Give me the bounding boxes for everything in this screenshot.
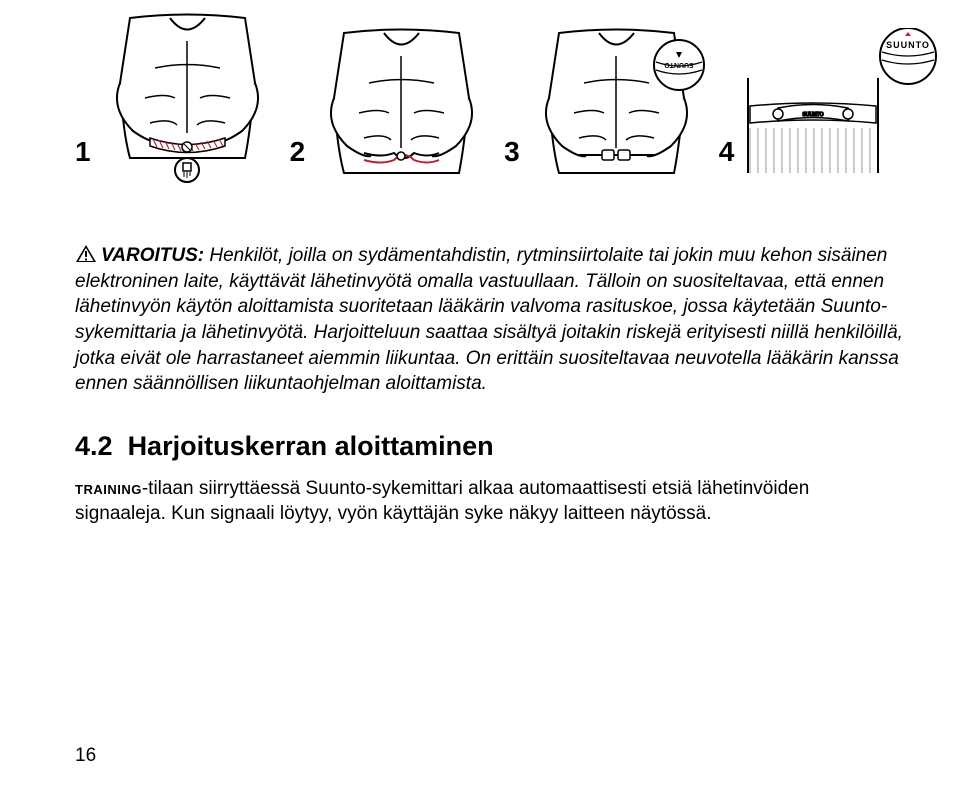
body-text: -tilaan siirryttäessä Suunto-sykemittari…	[75, 478, 809, 525]
illustration-2: 2	[290, 28, 495, 188]
illustration-label-2: 2	[290, 136, 306, 168]
mode-label: training	[75, 478, 142, 499]
warning-paragraph: VAROITUS: Henkilöt, joilla on sydämentah…	[75, 243, 905, 397]
warning-text: Henkilöt, joilla on sydämentahdistin, ry…	[75, 245, 903, 394]
warning-icon	[75, 244, 97, 264]
illustration-row: 1	[75, 8, 905, 188]
torso-belt-icon	[95, 13, 280, 188]
illustration-4: 4 SUUNTO	[719, 28, 949, 188]
torso-belt-icon: SUUNTO SUUNTO	[738, 28, 948, 188]
brand-text: SUUNTO	[886, 40, 930, 50]
section-title: Harjoituskerran aloittaminen	[128, 431, 494, 461]
illustration-1: 1	[75, 13, 280, 188]
torso-belt-icon: SUUNTO	[524, 28, 709, 188]
svg-text:SUUNTO: SUUNTO	[803, 112, 824, 118]
torso-belt-icon	[309, 28, 494, 188]
section-number: 4.2	[75, 431, 113, 461]
warning-label: VAROITUS:	[101, 245, 204, 266]
illustration-label-4: 4	[719, 136, 735, 168]
body-paragraph: training-tilaan siirryttäessä Suunto-syk…	[75, 476, 905, 527]
illustration-label-1: 1	[75, 136, 91, 168]
section-heading: 4.2 Harjoituskerran aloittaminen	[75, 431, 905, 462]
illustration-label-3: 3	[504, 136, 520, 168]
illustration-3: 3 SUUNTO	[504, 28, 709, 188]
page-number: 16	[75, 745, 96, 767]
svg-text:SUUNTO: SUUNTO	[663, 61, 693, 68]
